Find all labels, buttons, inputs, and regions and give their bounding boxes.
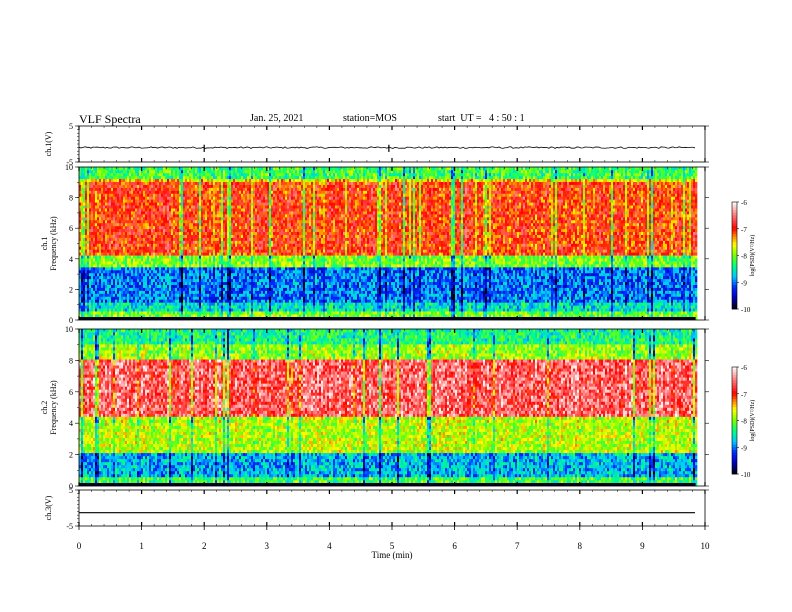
ch1-colorbar bbox=[731, 201, 739, 310]
ch2-spectrogram-floor bbox=[79, 483, 696, 486]
ch1-waveform-panel bbox=[78, 144, 696, 152]
colorbar-tick-label: -8 bbox=[741, 418, 747, 426]
chart-title: VLF Spectra bbox=[79, 112, 141, 127]
y-tick-label: 6 bbox=[69, 388, 73, 397]
x-tick-label: 7 bbox=[515, 541, 520, 551]
ch1-waveform-frame bbox=[78, 125, 706, 163]
x-tick-label: 9 bbox=[640, 541, 645, 551]
colorbar-tick-label: -6 bbox=[741, 364, 747, 372]
ch2-spectrogram-panel bbox=[79, 329, 698, 487]
ch3-waveform-axes bbox=[75, 489, 709, 527]
y-tick-label: 0 bbox=[69, 482, 73, 491]
x-tick-label: 1 bbox=[139, 541, 144, 551]
colorbar-label: log(PSD)(V²/Hz) bbox=[749, 400, 756, 441]
y-axis-label: ch.1 bbox=[40, 237, 49, 251]
y-tick-label: 5 bbox=[69, 486, 73, 495]
y-tick-label: 4 bbox=[69, 255, 73, 264]
y-tick-label: 5 bbox=[69, 122, 73, 131]
colorbar-tick-label: -7 bbox=[741, 391, 747, 399]
start-time-label: start UT = 4 : 50 : 1 bbox=[438, 113, 525, 124]
colorbar-tick-label: -9 bbox=[741, 279, 747, 287]
ch3-waveform-frame bbox=[78, 489, 706, 527]
colorbar-tick-label: -7 bbox=[741, 226, 747, 234]
x-tick-label: 0 bbox=[77, 541, 82, 551]
y-tick-label: 0 bbox=[69, 316, 73, 325]
ch2-spectrogram-axes bbox=[75, 328, 709, 487]
y-axis-label: ch.1(V) bbox=[44, 131, 53, 156]
x-tick-label: 6 bbox=[452, 541, 457, 551]
y-tick-label: 6 bbox=[69, 224, 73, 233]
y-tick-label: 4 bbox=[69, 419, 73, 428]
colorbar-tick-label: -8 bbox=[741, 253, 747, 261]
x-tick-label: 8 bbox=[578, 541, 583, 551]
y-axis-label: Frequency (kHz) bbox=[49, 380, 58, 435]
colorbar-tick-label: -6 bbox=[741, 199, 747, 207]
y-tick-label: 8 bbox=[69, 194, 73, 203]
y-tick-label: 8 bbox=[69, 356, 73, 365]
y-tick-label: -5 bbox=[66, 158, 73, 167]
x-axis-label: Time (min) bbox=[372, 550, 413, 560]
colorbar-tick-label: -9 bbox=[741, 444, 747, 452]
x-tick-label: 10 bbox=[701, 541, 711, 551]
x-tick-label: 5 bbox=[390, 541, 395, 551]
y-tick-label: 10 bbox=[65, 163, 73, 172]
y-axis-label: Frequency (kHz) bbox=[49, 216, 58, 271]
colorbar-tick-label: -10 bbox=[741, 471, 751, 479]
date-label: Jan. 25, 2021 bbox=[250, 113, 303, 124]
station-label: station=MOS bbox=[343, 113, 397, 124]
ch1-spectrogram-panel bbox=[79, 167, 698, 321]
colorbar-tick-label: -10 bbox=[741, 306, 751, 314]
colorbar-label: log(PSD)(V²/Hz) bbox=[749, 235, 756, 276]
y-tick-label: -5 bbox=[66, 522, 73, 531]
y-axis-label: ch.3(V) bbox=[44, 495, 53, 520]
y-axis-label: ch.2 bbox=[40, 401, 49, 415]
ch2-colorbar bbox=[731, 366, 739, 475]
ch1-spectrogram-axes bbox=[75, 166, 709, 321]
ch1-spectrogram-floor bbox=[79, 317, 696, 320]
y-tick-label: 2 bbox=[69, 285, 73, 294]
y-tick-label: 2 bbox=[69, 451, 73, 460]
x-tick-label: 4 bbox=[327, 541, 332, 551]
ch1-waveform-axes bbox=[75, 125, 709, 163]
y-tick-label: 10 bbox=[65, 325, 73, 334]
x-tick-label: 3 bbox=[265, 541, 270, 551]
ch1-waveform-trace bbox=[78, 146, 696, 149]
x-tick-label: 2 bbox=[202, 541, 207, 551]
